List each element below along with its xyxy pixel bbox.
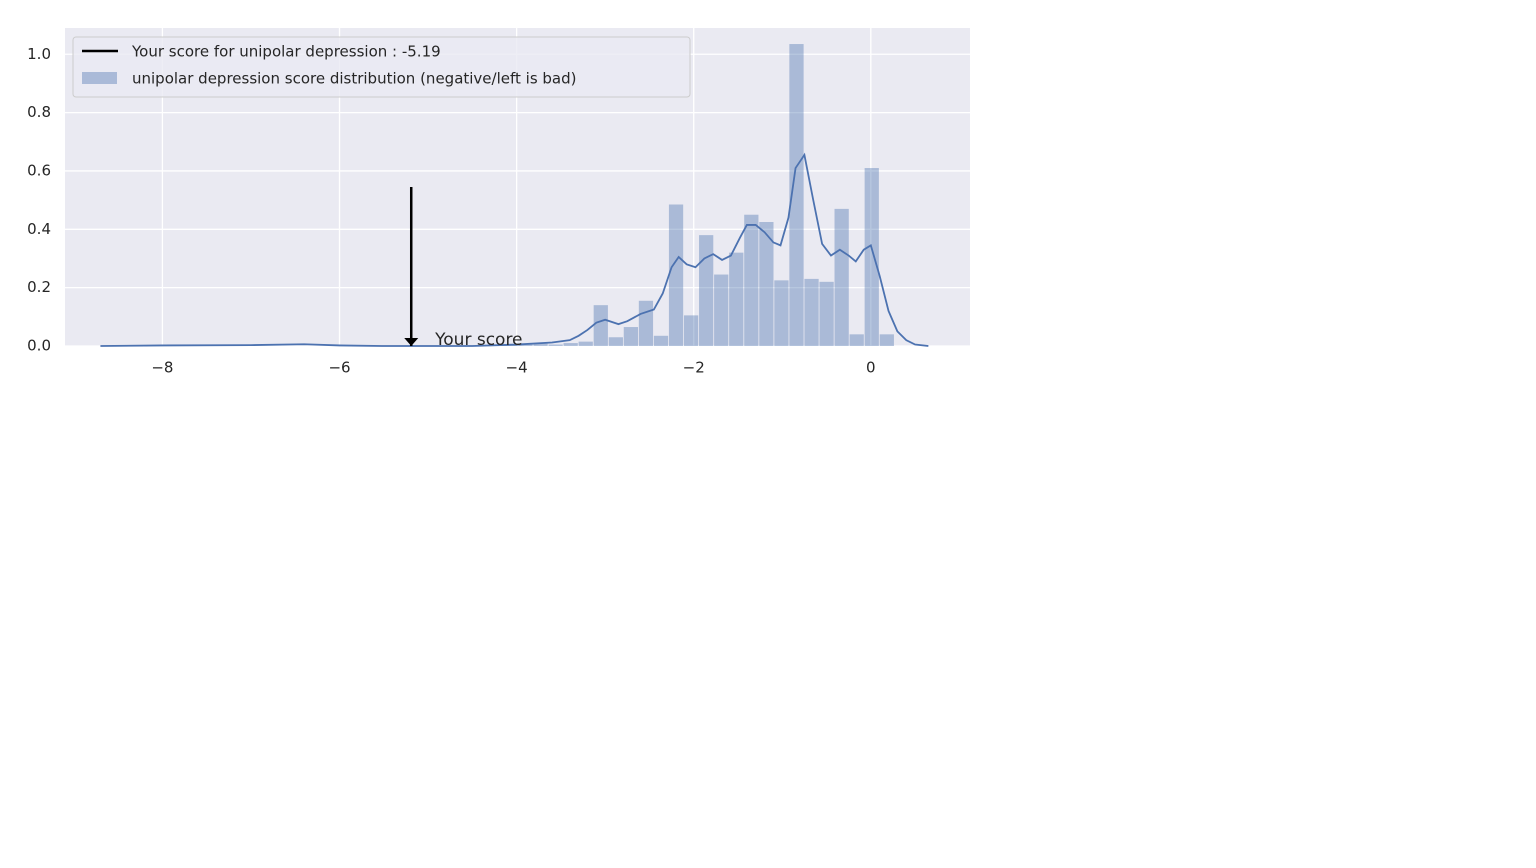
bar — [759, 222, 774, 346]
y-tick-label: 0.4 — [27, 220, 51, 238]
bar — [834, 208, 849, 346]
bar — [683, 315, 699, 346]
bar — [804, 278, 819, 346]
bar — [623, 327, 639, 346]
bar — [714, 274, 729, 346]
bar — [699, 235, 714, 346]
bar — [789, 44, 804, 347]
x-tick-label: −2 — [683, 359, 705, 377]
bar — [548, 344, 563, 346]
bar — [819, 281, 834, 346]
y-tick-label: 0.0 — [27, 337, 51, 355]
bar — [653, 335, 669, 346]
y-tick-label: 1.0 — [27, 45, 51, 63]
bar — [729, 252, 744, 346]
y-tick-label: 0.8 — [27, 103, 51, 121]
bar — [593, 305, 608, 346]
bar — [849, 334, 864, 346]
bar — [563, 343, 578, 346]
bar — [518, 344, 533, 346]
kde-line — [100, 152, 929, 347]
x-tick-label: 0 — [866, 359, 876, 377]
legend-label: unipolar depression score distribution (… — [132, 70, 577, 88]
y-tick-label: 0.6 — [27, 161, 51, 179]
x-tick-label: −8 — [151, 359, 173, 377]
bar — [578, 341, 593, 346]
x-tick-label: −6 — [328, 359, 350, 377]
bar — [533, 343, 548, 346]
bar — [608, 337, 623, 346]
legend-label: Your score for unipolar depression : -5.… — [131, 43, 441, 61]
bar — [744, 214, 759, 346]
bar — [668, 204, 684, 346]
x-tick-label: −4 — [506, 359, 528, 377]
legend-patch — [82, 72, 117, 84]
bar — [774, 280, 789, 346]
y-tick-label: 0.2 — [27, 278, 51, 296]
bar — [879, 334, 894, 346]
legend-box — [72, 36, 691, 98]
annotation-text: Your score — [434, 330, 522, 350]
annotation-arrow — [404, 338, 419, 346]
bar — [638, 300, 654, 346]
bar — [864, 168, 879, 346]
